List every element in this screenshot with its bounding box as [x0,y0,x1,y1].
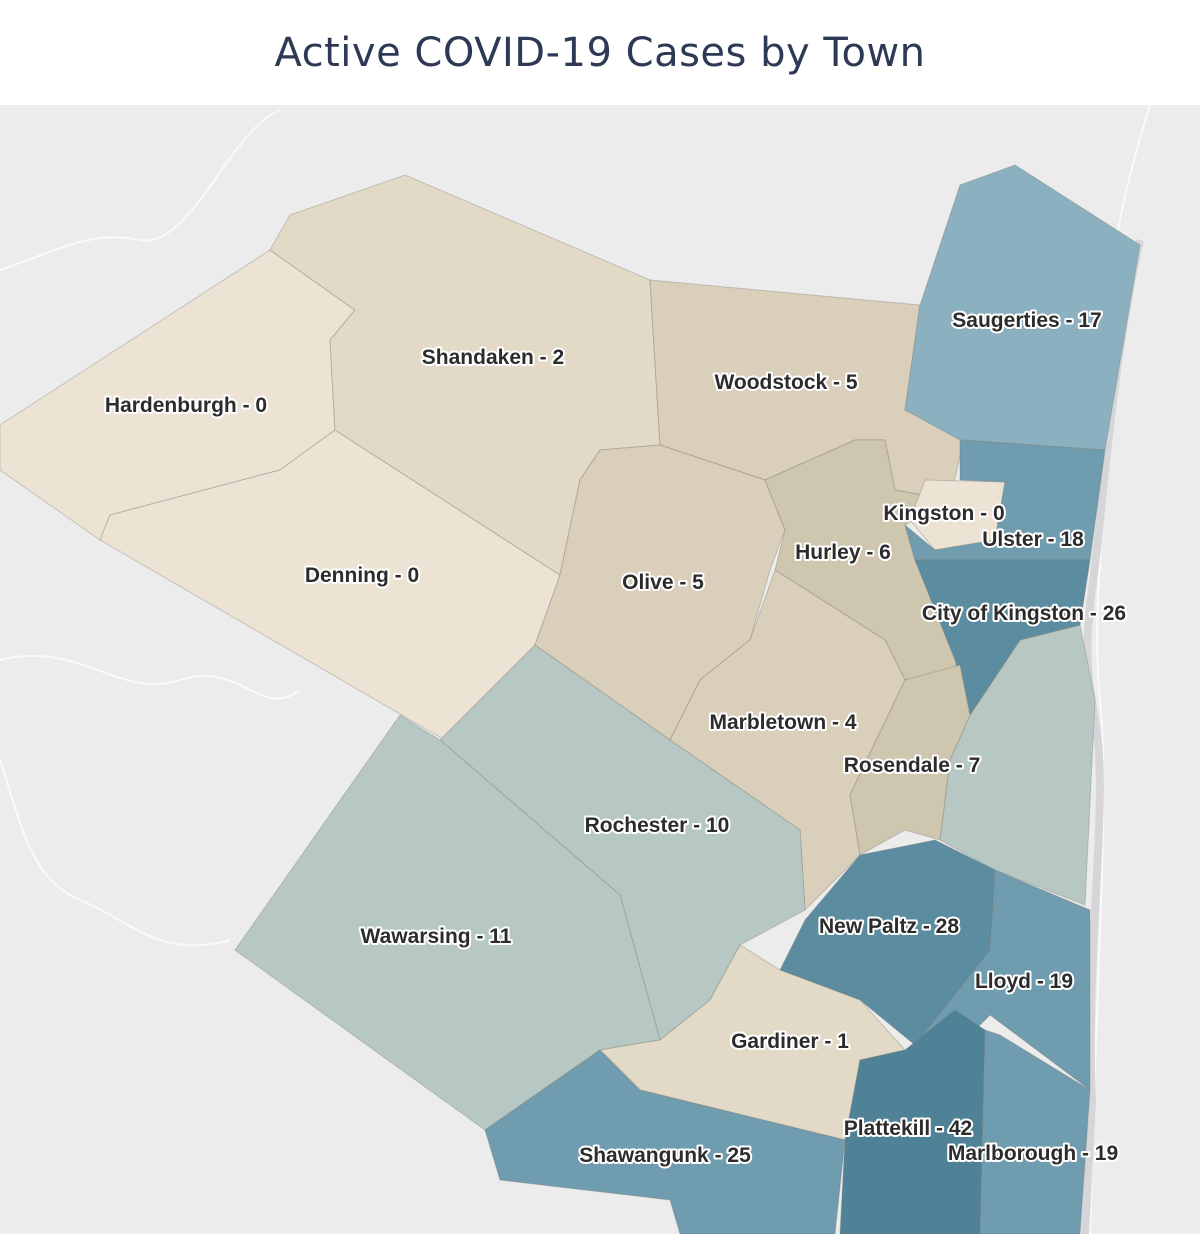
town-rosendale[interactable] [849,664,971,856]
town-label-ulster: Ulster - 18 [982,528,1084,551]
map-title: Active COVID-19 Cases by Town [274,29,926,76]
town-label-olive: Olive - 5 [622,571,704,594]
town-label-saugerties: Saugerties - 17 [952,309,1101,332]
town-label-woodstock: Woodstock - 5 [714,371,857,394]
town-label-kingston: Kingston - 0 [883,502,1004,525]
town-label-city-of-kingston: City of Kingston - 26 [922,602,1126,625]
town-city-of-kingston[interactable] [914,559,1091,717]
town-label-hardenburgh: Hardenburgh - 0 [105,394,267,417]
town-label-rochester: Rochester - 10 [585,814,730,837]
town-wawarsing[interactable] [234,714,661,1131]
choropleth-map[interactable]: Hardenburgh - 0 Denning - 0 Shandaken - 2 W… [0,105,1200,1234]
town-label-rosendale: Rosendale - 7 [844,754,981,777]
town-label-shandaken: Shandaken - 2 [422,346,564,369]
town-label-hurley: Hurley - 6 [795,541,891,564]
town-ulster[interactable] [904,439,1106,561]
town-saugerties[interactable] [904,164,1141,451]
town-label-plattekill: Plattekill - 42 [844,1117,972,1140]
town-marlborough[interactable] [979,1029,1091,1234]
town-label-denning: Denning - 0 [305,564,419,587]
town-shawangunk[interactable] [484,1049,846,1234]
town-label-shawangunk: Shawangunk - 25 [579,1144,751,1167]
town-label-marbletown: Marbletown - 4 [709,711,856,734]
town-label-gardiner: Gardiner - 1 [731,1030,849,1053]
town-label-wawarsing: Wawarsing - 11 [361,925,512,948]
town-label-new-paltz: New Paltz - 28 [819,915,959,938]
town-label-lloyd: Lloyd - 19 [975,970,1073,993]
town-label-marlborough: Marlborough - 19 [948,1142,1118,1165]
